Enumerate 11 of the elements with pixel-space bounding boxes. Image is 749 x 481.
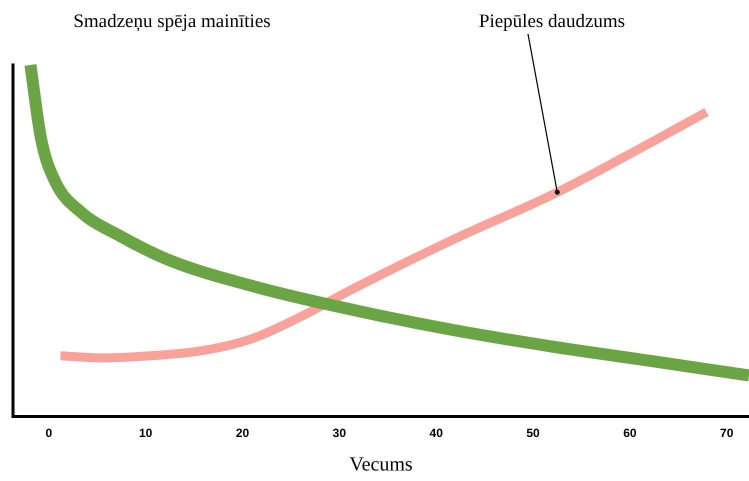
x-tick-label: 70: [720, 426, 734, 440]
x-tick-label: 60: [623, 426, 637, 440]
x-tick-label: 40: [430, 426, 444, 440]
x-axis-title: Vecums: [349, 453, 413, 476]
x-tick-label: 50: [526, 426, 540, 440]
annotation: Piepūles daudzums: [478, 10, 626, 32]
x-tick-label: 20: [236, 426, 250, 440]
x-tick-label: 30: [332, 426, 346, 440]
text: Smadzeņu spēja mainīties: [73, 10, 271, 32]
x-tick-label: 10: [138, 426, 153, 440]
x-tick-label: 0: [45, 426, 52, 440]
